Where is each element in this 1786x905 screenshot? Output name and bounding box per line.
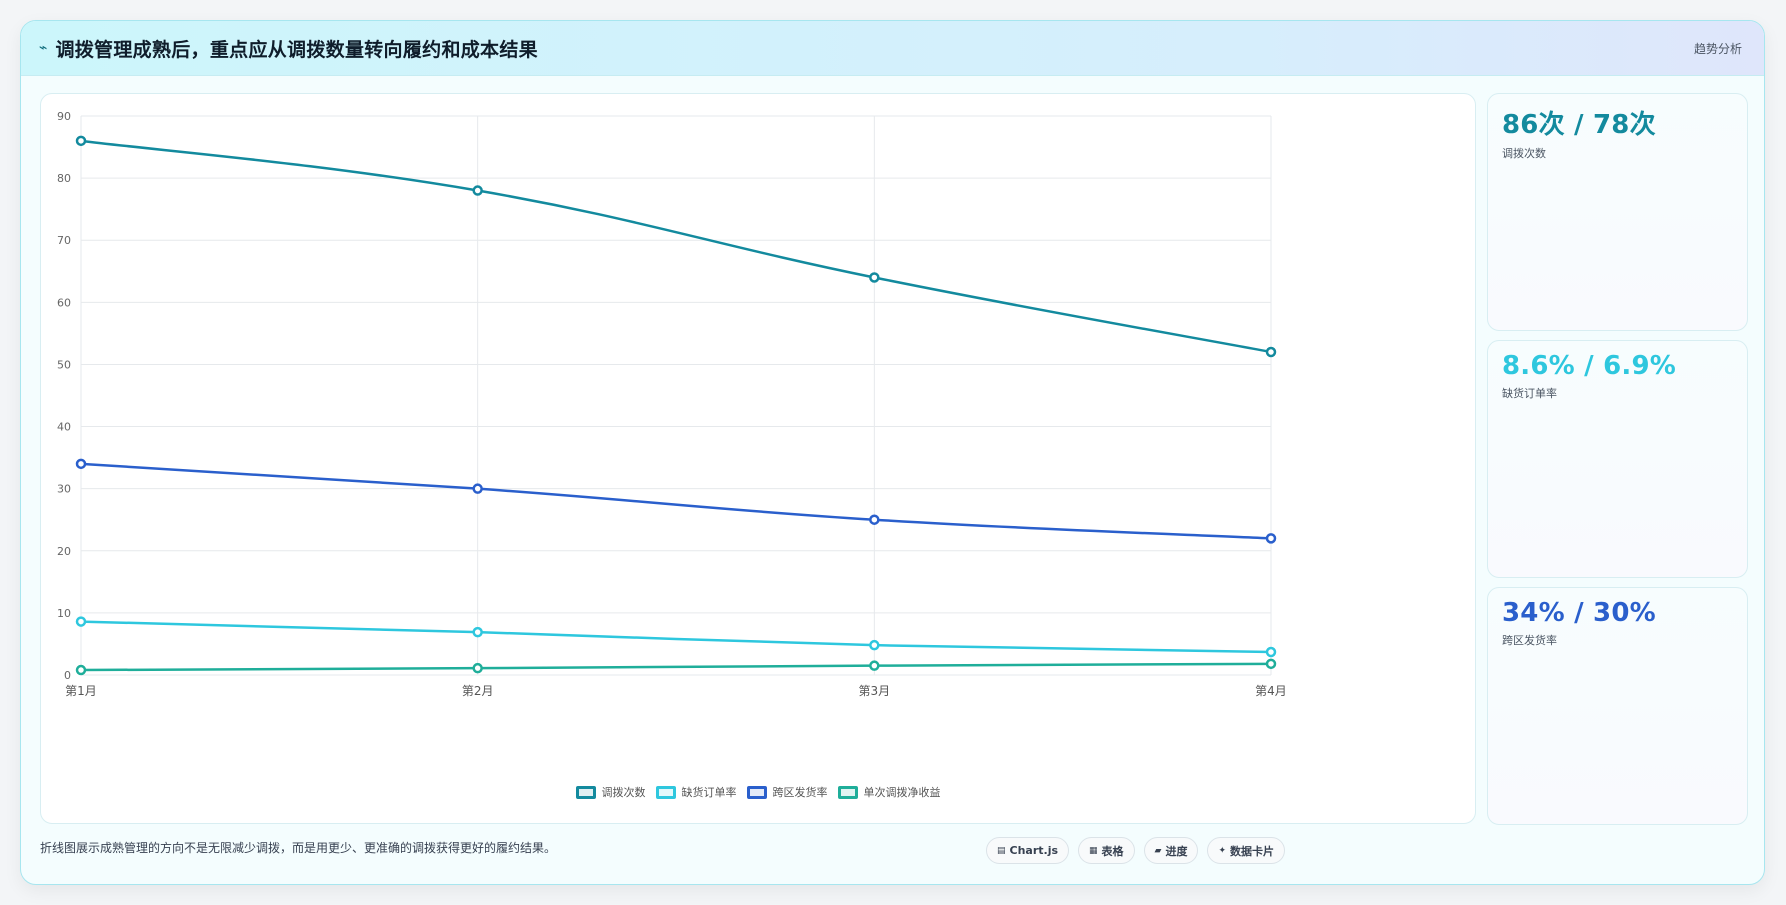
analysis-tag: 趋势分析 [1693, 41, 1742, 56]
feature-chips: ▤ Chart.js ▦ 表格 ▰ 进度 ✦ 数据卡片 [986, 837, 1286, 864]
data-point [472, 483, 483, 494]
data-point [472, 626, 483, 638]
x-tick-label: 第4月 [1255, 684, 1287, 698]
stat-card-stockout-rate: 8.6% / 6.9% 缺货订单率 [1487, 340, 1748, 578]
stat-label: 缺货订单率 [1502, 387, 1557, 400]
trend-icon: ⌁ [39, 40, 48, 56]
y-tick-label: 20 [57, 545, 71, 558]
footer-note: 折线图展示成熟管理的方向不是无限减少调拨，而是用更少、更准确的调拨获得更好的履约… [40, 841, 557, 855]
card-icon: ✦ [1218, 845, 1227, 856]
chip-label: 进度 [1165, 844, 1188, 858]
stat-value: 86次 / 78次 [1502, 110, 1656, 140]
analysis-card: ⌁ 调拨管理成熟后，重点应从调拨数量转向履约和成本结果 趋势分析 0 10 20 30… [20, 20, 1765, 885]
data-point [472, 662, 483, 674]
page-title: 调拨管理成熟后，重点应从调拨数量转向履约和成本结果 [55, 38, 538, 61]
x-tick-label: 第1月 [65, 684, 97, 698]
legend-item[interactable]: 单次调拨净收益 [837, 784, 941, 800]
data-point [75, 664, 87, 676]
legend-swatch [837, 785, 858, 799]
data-point [1265, 646, 1277, 658]
stat-value: 8.6% / 6.9% [1502, 351, 1677, 381]
stat-card-transfer-count: 86次 / 78次 调拨次数 [1487, 93, 1748, 331]
data-point [869, 272, 880, 283]
data-point [75, 458, 87, 470]
y-tick-label: 60 [57, 296, 71, 309]
legend-swatch [746, 785, 767, 799]
y-tick-label: 90 [57, 110, 71, 123]
progress-icon: ▰ [1154, 845, 1162, 856]
series-line [80, 662, 1272, 672]
legend-item[interactable]: 调拨次数 [575, 784, 646, 800]
y-tick-label: 70 [57, 234, 71, 247]
data-point [869, 639, 880, 651]
stat-label: 跨区发货率 [1502, 634, 1557, 647]
y-tick-label: 50 [57, 358, 71, 371]
y-tick-label: 30 [57, 483, 71, 496]
stat-label: 调拨次数 [1502, 147, 1546, 160]
data-point [1265, 658, 1277, 670]
stats-column: 86次 / 78次 调拨次数 8.6% / 6.9% 缺货订单率 34% / 3… [1487, 93, 1748, 834]
y-tick-label: 80 [57, 172, 71, 185]
data-point [472, 185, 483, 196]
y-tick-label: 40 [57, 421, 71, 434]
chart-legend: 调拨次数 缺货订单率 跨区发货率 单次调拨净收益 [41, 784, 1475, 800]
legend-swatch [655, 785, 676, 799]
card-header: ⌁ 调拨管理成熟后，重点应从调拨数量转向履约和成本结果 趋势分析 [21, 21, 1764, 76]
line-chart: 0 10 20 30 40 50 60 70 80 90 第1月 第2月 第3月 第4月 [57, 110, 1287, 698]
stat-card-cross-region-rate: 34% / 30% 跨区发货率 [1487, 587, 1748, 825]
chip-progress[interactable]: ▰ 进度 [1143, 837, 1199, 864]
legend-label: 单次调拨净收益 [863, 786, 941, 799]
series-line [80, 139, 1272, 354]
stat-value: 34% / 30% [1502, 598, 1656, 628]
y-tick-label: 10 [57, 607, 71, 620]
series-line [80, 462, 1272, 540]
data-point [869, 514, 880, 525]
legend-label: 调拨次数 [601, 786, 646, 799]
data-point [1265, 346, 1277, 358]
legend-label: 跨区发货率 [772, 786, 828, 799]
x-tick-label: 第2月 [462, 684, 494, 698]
title-wrap: ⌁ 调拨管理成熟后，重点应从调拨数量转向履约和成本结果 [39, 35, 538, 62]
chart-icon: ▤ [997, 845, 1006, 856]
data-point [1265, 533, 1277, 544]
data-point [75, 135, 87, 147]
legend-label: 缺货订单率 [681, 786, 737, 799]
chart-panel: 0 10 20 30 40 50 60 70 80 90 第1月 第2月 第3月 第4月 调拨次数 缺货订单… [40, 93, 1476, 824]
x-tick-label: 第3月 [859, 684, 891, 698]
data-point [869, 660, 880, 671]
series-line [80, 620, 1272, 654]
chip-label: 表格 [1101, 844, 1124, 858]
legend-item[interactable]: 缺货订单率 [655, 784, 737, 800]
data-point [75, 616, 87, 627]
chip-label: Chart.js [1009, 844, 1059, 857]
legend-item[interactable]: 跨区发货率 [746, 784, 828, 800]
y-tick-label: 0 [64, 669, 71, 682]
chip-table[interactable]: ▦ 表格 [1078, 837, 1135, 864]
chip-data-card[interactable]: ✦ 数据卡片 [1207, 837, 1286, 864]
table-icon: ▦ [1089, 845, 1098, 856]
legend-swatch [575, 785, 596, 799]
chip-chartjs[interactable]: ▤ Chart.js [986, 837, 1070, 864]
chip-label: 数据卡片 [1230, 844, 1275, 858]
